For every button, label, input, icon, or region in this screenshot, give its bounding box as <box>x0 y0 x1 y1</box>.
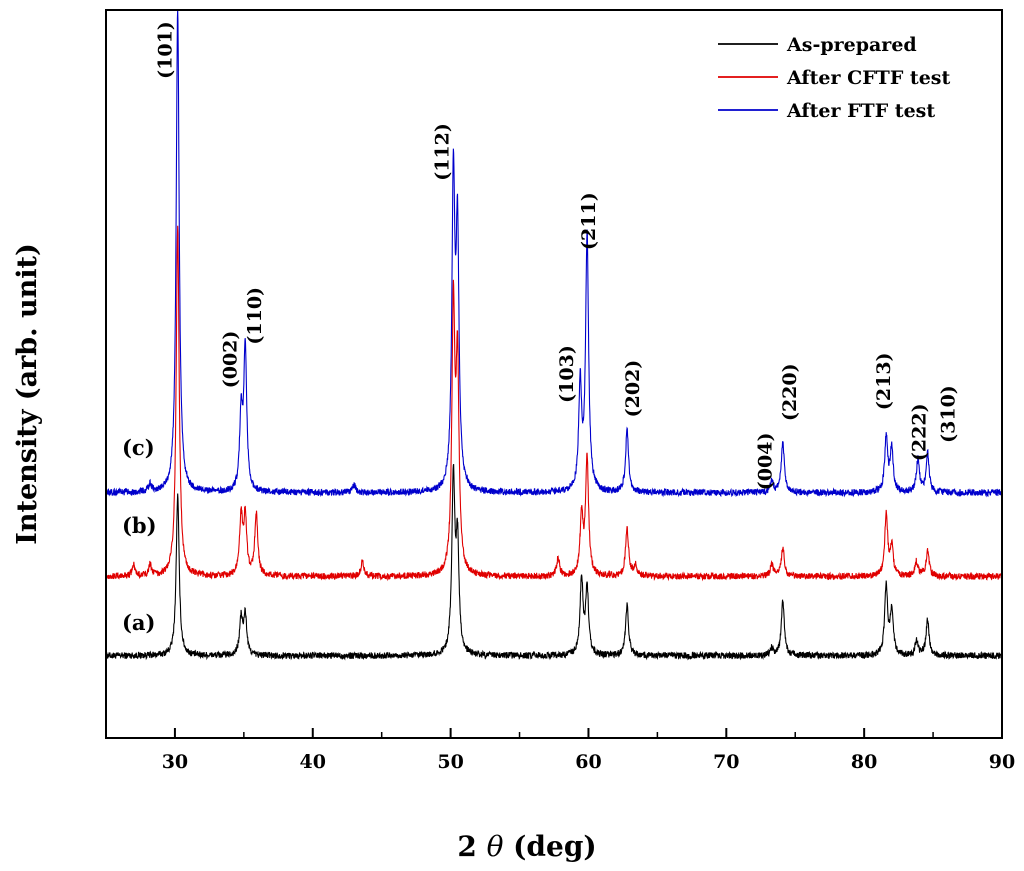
legend-label-after-cftf-test: After CFTF test <box>786 67 950 89</box>
series-line-as-prepared <box>105 464 1003 661</box>
peak-label-103: (103) <box>556 345 578 403</box>
peak-label-222: (222) <box>909 403 931 461</box>
peak-label-211: (211) <box>578 192 600 250</box>
x-tick-label: 80 <box>851 751 877 773</box>
peak-label-101: (101) <box>155 21 177 79</box>
x-axis-label-symbol: θ <box>487 830 504 863</box>
legend: As-prepared After CFTF test After FTF test <box>718 34 950 122</box>
peak-label-220: (220) <box>779 363 801 421</box>
x-tick-label: 90 <box>989 751 1015 773</box>
x-tick-label: 50 <box>437 751 463 773</box>
peak-label-110: (110) <box>244 287 266 345</box>
peak-label-112: (112) <box>432 123 454 181</box>
plot-frame <box>105 9 1003 739</box>
series-line-after-ftf-test <box>105 9 1003 498</box>
peak-label-202: (202) <box>622 360 644 418</box>
x-tick-label: 40 <box>300 751 326 773</box>
plot-series <box>105 9 1003 661</box>
legend-label-after-ftf-test: After FTF test <box>786 100 935 122</box>
peak-label-002: (002) <box>219 331 241 389</box>
annotation-layer: (101) (002)(110) (112) (103) (211) (202) (004)… <box>155 21 960 490</box>
tag-label-b: (b) <box>122 513 157 538</box>
legend-label-as-prepared: As-prepared <box>786 34 917 56</box>
x-axis-label-prefix: 2 <box>457 830 486 863</box>
x-tick-label: 30 <box>162 751 188 773</box>
x-axis-label: 2 θ (deg) <box>457 830 596 863</box>
y-axis-label: Intensity (arb. unit) <box>12 243 43 545</box>
x-tick-label: 70 <box>713 751 739 773</box>
x-tick-label: 60 <box>575 751 601 773</box>
tag-label-c: (c) <box>122 435 155 460</box>
peak-label-310: (310) <box>938 385 960 443</box>
tag-label-a: (a) <box>122 610 155 635</box>
series-line-after-cftf-test <box>105 225 1003 582</box>
peak-label-213: (213) <box>873 352 895 410</box>
x-axis: 30 40 50 60 70 80 90 <box>105 728 1015 773</box>
peak-label-004: (004) <box>754 433 776 491</box>
x-axis-label-suffix: (deg) <box>503 830 596 863</box>
